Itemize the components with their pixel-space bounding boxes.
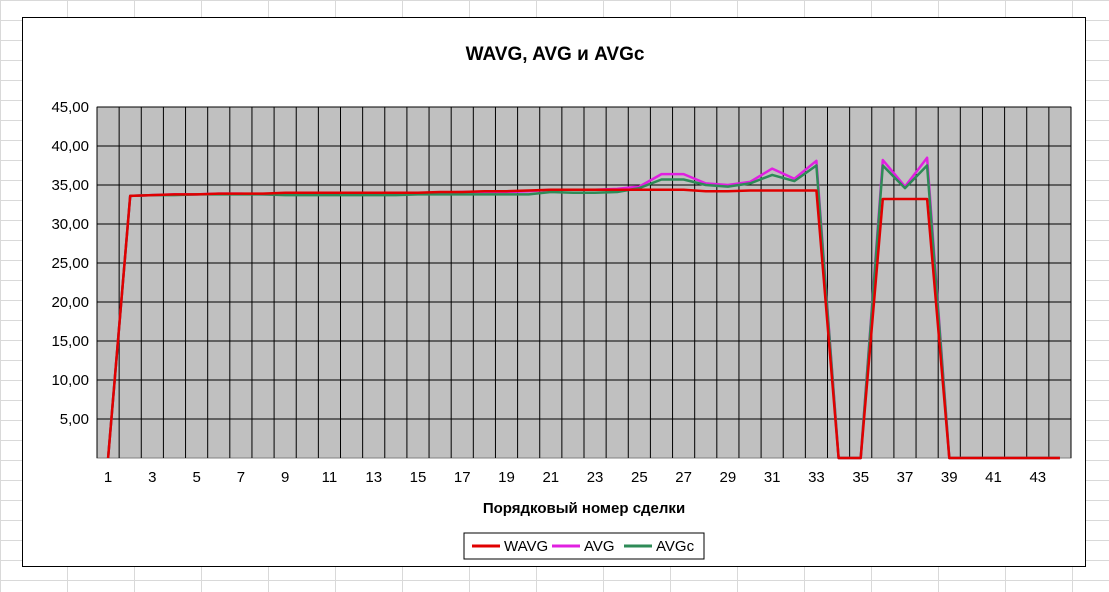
legend-label-wavg: WAVG xyxy=(504,538,548,555)
chart-frame: WAVG, AVG и AVGc 5,00 10,00 15,00 20,00 25,0… xyxy=(22,17,1086,567)
series-line-wavg xyxy=(106,188,1060,460)
x-tick-label: 29 xyxy=(720,469,737,486)
x-tick-label: 41 xyxy=(985,469,1002,486)
y-axis-ticks: 5,00 10,00 15,00 20,00 25,00 30,00 35,00 40,00 4… xyxy=(51,99,89,428)
y-tick-label: 40,00 xyxy=(51,138,89,155)
y-tick-label: 30,00 xyxy=(51,216,89,233)
x-tick-label: 13 xyxy=(365,469,382,486)
x-tick-label: 3 xyxy=(148,469,156,486)
x-tick-label: 27 xyxy=(675,469,692,486)
x-axis-ticks: 1 3 5 7 9 11 13 15 17 19 21 23 25 27 29 31 33 35 37 39 41 43 xyxy=(104,469,1046,486)
legend: WAVG AVG AVGc xyxy=(463,532,705,560)
x-tick-label: 11 xyxy=(322,469,338,486)
x-tick-label: 33 xyxy=(808,469,825,486)
y-tick-label: 15,00 xyxy=(51,333,89,350)
y-tick-label: 10,00 xyxy=(51,372,89,389)
x-tick-label: 23 xyxy=(587,469,604,486)
x-tick-label: 1 xyxy=(104,469,112,486)
x-tick-label: 39 xyxy=(941,469,958,486)
y-tick-label: 25,00 xyxy=(51,255,89,272)
y-tick-label: 35,00 xyxy=(51,177,89,194)
y-tick-label: 45,00 xyxy=(51,99,89,116)
legend-label-avgc: AVGc xyxy=(656,538,695,555)
x-tick-label: 43 xyxy=(1029,469,1046,486)
x-tick-label: 31 xyxy=(764,469,781,486)
x-tick-label: 17 xyxy=(454,469,471,486)
x-tick-label: 21 xyxy=(542,469,559,486)
x-tick-label: 25 xyxy=(631,469,648,486)
y-tick-label: 5,00 xyxy=(60,411,89,428)
x-tick-label: 19 xyxy=(498,469,515,486)
x-tick-label: 15 xyxy=(410,469,427,486)
plot-area xyxy=(96,106,1072,460)
chart-title: WAVG, AVG и AVGc xyxy=(466,44,645,65)
y-tick-label: 20,00 xyxy=(51,294,89,311)
x-tick-label: 5 xyxy=(192,469,200,486)
x-tick-label: 9 xyxy=(281,469,289,486)
x-tick-label: 35 xyxy=(852,469,869,486)
x-tick-label: 7 xyxy=(237,469,245,486)
legend-label-avg: AVG xyxy=(584,538,615,555)
chart-svg: WAVG, AVG и AVGc 5,00 10,00 15,00 20,00 25,0… xyxy=(51,44,1072,560)
x-tick-label: 37 xyxy=(897,469,914,486)
x-axis-label: Порядковый номер сделки xyxy=(483,500,685,517)
legend-box xyxy=(463,532,705,560)
